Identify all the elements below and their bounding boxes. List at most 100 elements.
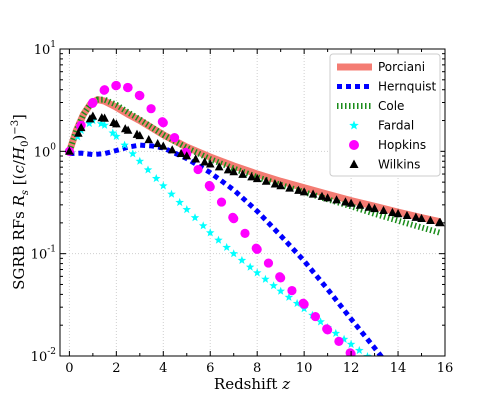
wilkins-point [223, 165, 233, 174]
legend-item: Porciani [337, 60, 425, 74]
wilkins-point [393, 209, 403, 218]
x-tick-label: 6 [206, 361, 214, 376]
wilkins-point [182, 151, 192, 160]
fardal-point [96, 119, 106, 128]
hopkins-point [193, 164, 203, 175]
wilkins-point [346, 198, 356, 207]
wilkins-point [341, 197, 350, 206]
hopkins-point [100, 85, 110, 95]
fardal-point [85, 119, 94, 128]
wilkins-point [123, 125, 133, 134]
wilkins-point [65, 146, 74, 155]
x-tick-label: 4 [159, 361, 167, 376]
wilkins-point [435, 218, 445, 227]
legend-item: Hernquist [337, 80, 437, 94]
hopkins-point [334, 336, 344, 346]
legend-swatch [349, 140, 359, 150]
hopkins-point [111, 80, 121, 91]
x-tick-label: 8 [253, 361, 261, 376]
fardal-point [276, 286, 285, 295]
hopkins-point [169, 132, 180, 143]
legend-label: Cole [378, 99, 404, 113]
wilkins-point [379, 205, 388, 215]
series-hopkins [64, 80, 379, 380]
wilkins-point [276, 181, 285, 190]
y-tick-label: 101 [34, 40, 56, 58]
hopkins-point [310, 311, 321, 322]
wilkins-point [176, 148, 186, 158]
wilkins-point [247, 172, 256, 181]
wilkins-point [417, 213, 426, 222]
fardal-point [316, 317, 325, 326]
hopkins-point [252, 244, 262, 255]
hopkins-point [287, 285, 297, 296]
legend-item: Hopkins [349, 138, 426, 152]
legend-item: Wilkins [349, 158, 420, 172]
hopkins-point [369, 370, 378, 379]
wilkins-point [370, 203, 379, 213]
wilkins-point [388, 207, 397, 216]
legend-item: Fardal [349, 119, 414, 133]
wilkins-point [153, 138, 162, 148]
legend-swatch [349, 159, 359, 168]
wilkins-point [364, 202, 374, 211]
x-tick-label: 12 [343, 361, 360, 376]
wilkins-point [261, 176, 271, 185]
legend-label: Porciani [378, 60, 425, 74]
x-tick-labels: 0 2 4 6 8 10 12 14 16 [65, 361, 453, 376]
fardal-point [175, 197, 184, 207]
y-tick-label: 100 [34, 142, 57, 160]
hopkins-point [323, 325, 333, 335]
wilkins-point [158, 141, 168, 150]
wilkins-point [76, 122, 86, 132]
wilkins-point [270, 179, 280, 188]
y-axis-label: SGRB RFs Rs [(c/H0)−3] [10, 114, 31, 290]
wilkins-point [73, 128, 83, 137]
fardal-point [108, 128, 118, 137]
wilkins-point [317, 191, 327, 200]
legend-item: Cole [337, 99, 404, 113]
fardal-point [245, 262, 255, 271]
fardal-point [292, 298, 302, 308]
hopkins-point [229, 214, 239, 224]
legend-label: Wilkins [378, 158, 420, 172]
fardal-point [100, 120, 109, 129]
fardal-point [369, 353, 371, 356]
wilkins-point [100, 113, 109, 122]
fardal-point [346, 339, 356, 348]
wilkins-point [411, 212, 421, 221]
fardal-point [363, 352, 372, 356]
hopkins-point [123, 82, 133, 93]
fardal-point [252, 268, 262, 277]
hopkins-point [88, 97, 98, 108]
wilkins-point [229, 167, 239, 176]
ticks [60, 48, 446, 357]
fardal-point [167, 189, 176, 198]
wilkins-point [252, 173, 262, 183]
hopkins-point [370, 371, 379, 380]
fardal-point [339, 334, 349, 343]
plot-frame [59, 48, 446, 357]
fardal-point [152, 174, 161, 183]
wilkins-point [214, 162, 224, 171]
series-layer [64, 80, 445, 380]
fardal-point [182, 205, 191, 214]
wilkins-point [167, 145, 177, 154]
fardal-point [198, 221, 208, 230]
x-tick-label: 16 [437, 361, 454, 376]
fardal-point [128, 149, 138, 158]
wilkins-point [299, 187, 309, 196]
hopkins-point [135, 91, 145, 101]
wilkins-point [285, 183, 294, 192]
hopkins-point [158, 118, 168, 128]
hopkins-point [299, 299, 309, 309]
fardal-point [190, 213, 200, 222]
hopkins-point [146, 104, 156, 114]
y-tick-labels: 101 100 10-1 10-2 [31, 40, 57, 365]
fardal-point [331, 328, 341, 337]
fardal-point [112, 131, 121, 140]
fardal-point [284, 292, 294, 301]
series-hernquist [69, 142, 385, 356]
x-tick-label: 0 [65, 361, 73, 376]
legend-label: Hopkins [378, 138, 426, 152]
